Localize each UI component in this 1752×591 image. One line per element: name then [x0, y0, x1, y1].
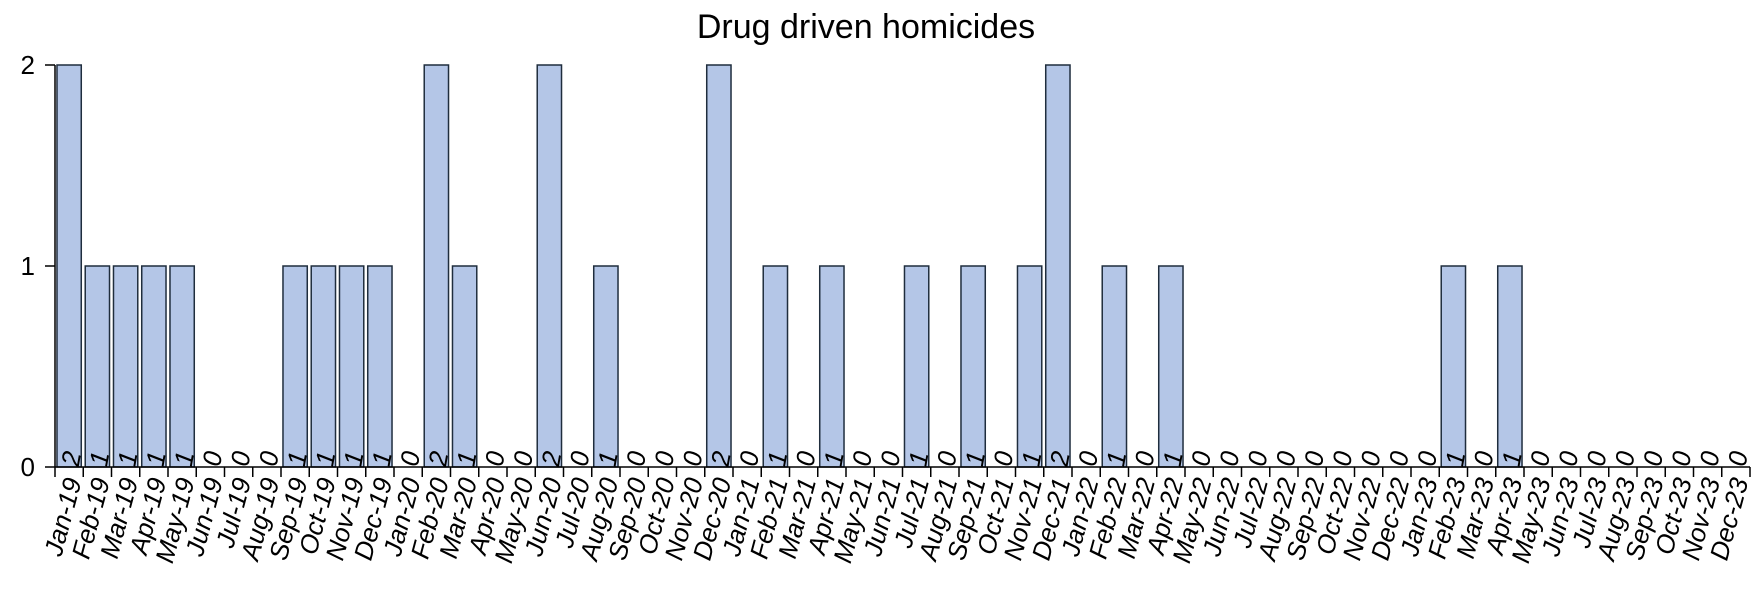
data-label: 0	[733, 448, 765, 468]
data-label: 1	[761, 449, 793, 468]
bar-feb-23	[1440, 265, 1467, 468]
bar-aug-20	[592, 265, 619, 468]
data-label: 1	[140, 449, 172, 468]
bar-nov-19	[338, 265, 365, 468]
data-label: 0	[1072, 448, 1104, 468]
y-tick-label: 2	[21, 50, 35, 80]
bar-oct-19	[310, 265, 337, 468]
data-label: 0	[479, 448, 511, 468]
y-tick-label: 1	[21, 251, 35, 281]
bar-sep-19	[282, 265, 309, 468]
data-label: 2	[705, 448, 737, 469]
data-label: 0	[1694, 448, 1726, 468]
bar-dec-19	[366, 265, 393, 468]
data-label: 1	[112, 449, 144, 468]
data-label: 1	[338, 449, 370, 468]
data-label: 0	[1298, 448, 1330, 468]
data-label: 0	[253, 448, 285, 468]
x-axis: Jan-19Feb-19Mar-19Apr-19May-19Jun-19Jul-…	[38, 466, 1752, 566]
data-label: 0	[1185, 448, 1217, 468]
bar-jul-21	[903, 265, 930, 468]
data-label: 0	[1383, 448, 1415, 468]
data-label: 0	[1270, 448, 1302, 468]
data-label: 1	[281, 449, 313, 468]
data-label: 0	[1524, 448, 1556, 468]
bar-apr-23	[1496, 265, 1523, 468]
data-label: 2	[535, 448, 567, 469]
bar-mar-20	[451, 265, 478, 468]
bar-feb-20	[423, 64, 450, 468]
data-labels-group: 2111100011110210020100020101001010120101…	[55, 448, 1752, 469]
data-label: 1	[1016, 449, 1048, 468]
data-label: 0	[1581, 448, 1613, 468]
data-label: 2	[1044, 448, 1076, 469]
data-label: 1	[1496, 449, 1528, 468]
bar-may-19	[169, 265, 196, 468]
y-axis: 0 1 2	[21, 50, 56, 482]
data-label: 0	[1213, 448, 1245, 468]
data-label: 1	[903, 449, 935, 468]
data-label: 0	[1722, 448, 1752, 468]
data-label: 1	[366, 449, 398, 468]
data-label: 0	[1355, 448, 1387, 468]
data-label: 1	[818, 449, 850, 468]
data-label: 0	[1609, 448, 1641, 468]
data-label: 0	[1665, 448, 1697, 468]
bar-jan-19	[56, 64, 83, 468]
data-label: 1	[1157, 449, 1189, 468]
data-label: 0	[564, 448, 596, 468]
data-label: 1	[168, 449, 200, 468]
data-label: 0	[987, 448, 1019, 468]
bar-nov-21	[1016, 265, 1043, 468]
bar-dec-21	[1044, 64, 1071, 468]
bar-apr-21	[818, 265, 845, 468]
data-label: 2	[55, 448, 87, 469]
data-label: 0	[648, 448, 680, 468]
data-label: 0	[225, 448, 257, 468]
bar-feb-19	[84, 265, 111, 468]
data-label: 1	[309, 449, 341, 468]
data-label: 0	[1129, 448, 1161, 468]
data-label: 0	[1242, 448, 1274, 468]
bar-mar-19	[112, 265, 139, 468]
data-label: 1	[83, 449, 115, 468]
data-label: 0	[620, 448, 652, 468]
data-label: 1	[959, 449, 991, 468]
bar-jun-20	[536, 64, 563, 468]
data-label: 0	[1411, 448, 1443, 468]
bar-apr-19	[140, 265, 167, 468]
data-label: 0	[507, 448, 539, 468]
data-label: 0	[196, 448, 228, 468]
bar-sep-21	[960, 265, 987, 468]
data-label: 0	[1552, 448, 1584, 468]
bar-dec-20	[705, 64, 732, 468]
data-label: 1	[1100, 449, 1132, 468]
data-label: 0	[931, 448, 963, 468]
bars-group	[56, 64, 1523, 468]
data-label: 2	[422, 448, 454, 469]
data-label: 0	[1637, 448, 1669, 468]
data-label: 0	[677, 448, 709, 468]
data-label: 0	[790, 448, 822, 468]
data-label: 1	[451, 449, 483, 468]
data-label: 1	[592, 449, 624, 468]
chart-title: Drug driven homicides	[697, 8, 1035, 46]
y-tick-label: 0	[21, 452, 35, 482]
data-label: 0	[1468, 448, 1500, 468]
data-label: 0	[846, 448, 878, 468]
data-label: 0	[394, 448, 426, 468]
data-label: 1	[1439, 449, 1471, 468]
bar-apr-22	[1157, 265, 1184, 468]
bar-feb-21	[762, 265, 789, 468]
data-label: 0	[874, 448, 906, 468]
bar-feb-22	[1101, 265, 1128, 468]
data-label: 0	[1326, 448, 1358, 468]
